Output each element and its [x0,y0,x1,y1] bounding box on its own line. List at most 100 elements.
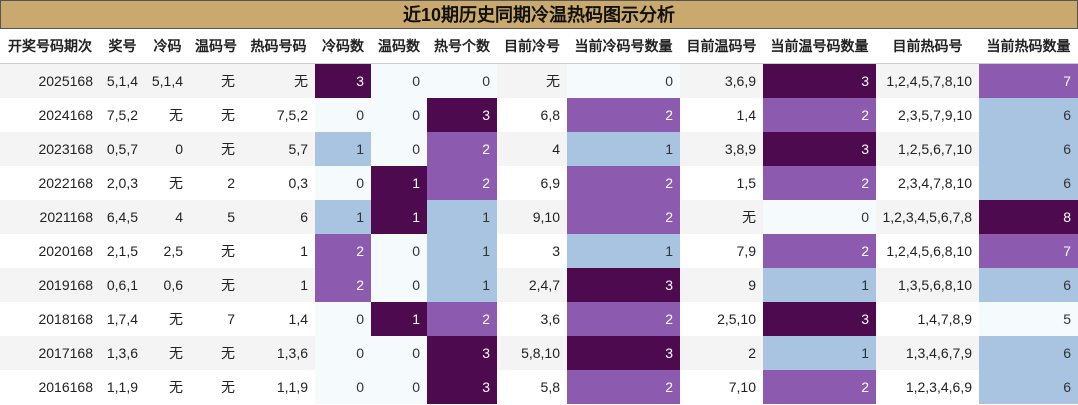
count-cell: 2 [315,267,371,302]
cell: 1,4 [242,301,315,336]
count-cell: 1 [315,131,371,166]
count-cell: 6 [979,131,1078,166]
cell: 2023168 [0,131,100,166]
cell: 5 [190,199,242,234]
count-cell: 1 [371,301,427,336]
cell: 6,8 [497,97,567,132]
cell: 1,4,7,8,9 [876,301,979,336]
cell: 9 [680,267,763,302]
cell: 2,0,3 [100,165,145,200]
cell: 7 [190,301,242,336]
column-header: 开奖号码期次 [0,29,100,64]
count-cell: 1 [371,199,427,234]
title: 近10期历史同期冷温热码图示分析 [0,0,1078,29]
column-header: 热码号码 [242,29,315,64]
cell: 无 [190,131,242,166]
cell: 无 [145,335,190,370]
count-cell: 0 [315,335,371,370]
count-cell: 0 [315,97,371,132]
count-cell: 1 [763,267,876,302]
count-cell: 3 [763,63,876,98]
count-cell: 1 [315,199,371,234]
count-cell: 0 [371,267,427,302]
count-cell: 0 [371,335,427,370]
cell: 2,1,5 [100,233,145,268]
table-row: 2017168 1,3,6 无无 1,3,6 0 0 3 5,8,10 3 2 1 1,3,4,6,7… [0,335,1078,370]
cell: 1,2,5,6,7,10 [876,131,979,166]
cell: 1,2,4,5,6,8,10 [876,233,979,268]
cell: 1 [242,233,315,268]
cell: 2018168 [0,301,100,336]
cell: 2,3,4,7,8,10 [876,165,979,200]
count-cell: 0 [315,165,371,200]
cell: 0 [145,131,190,166]
count-cell: 2 [763,97,876,132]
table-row: 2016168 1,1,9 无无 1,1,9 0 0 3 5,8 2 7,10 2 1,2,3,4,6… [0,369,1078,404]
count-cell: 6 [979,369,1078,404]
cell: 3,6,9 [680,63,763,98]
count-cell: 3 [315,63,371,98]
cell: 0,6,1 [100,267,145,302]
count-cell: 6 [979,267,1078,302]
cell: 2021168 [0,199,100,234]
table-row: 2021168 6,4,5 4 5 6 1 1 1 9,10 2 无 0 1,2,3,4,5,6,7,8… [0,199,1078,234]
count-cell: 0 [763,199,876,234]
cell: 无 [145,165,190,200]
table-row: 2023168 0,5,7 0 无 5,7 1 0 2 4 1 3,8,9 3 1,2,5,6,7,10… [0,131,1078,166]
column-header: 当前温号码数量 [763,29,876,64]
column-header: 目前冷号 [497,29,567,64]
cell: 无 [190,369,242,404]
cell: 6 [242,199,315,234]
cell: 7,10 [680,369,763,404]
cell: 6,4,5 [100,199,145,234]
cell: 0,5,7 [100,131,145,166]
cell: 4 [497,131,567,166]
cell: 无 [145,97,190,132]
count-cell: 0 [567,63,680,98]
cell: 3,8,9 [680,131,763,166]
count-cell: 2 [427,165,497,200]
cell: 1,3,4,6,7,9 [876,335,979,370]
column-header: 当前热码数量 [979,29,1078,64]
column-header: 目前热码号 [876,29,979,64]
count-cell: 2 [567,97,680,132]
count-cell: 2 [567,369,680,404]
cell: 无 [497,63,567,98]
count-cell: 7 [979,233,1078,268]
count-cell: 2 [763,165,876,200]
cell: 无 [190,335,242,370]
table-row: 2022168 2,0,3 无 2 0,3 0 1 2 6,9 2 1,5 2 2,3,4,7,8,10… [0,165,1078,200]
count-cell: 1 [427,199,497,234]
count-cell: 2 [567,301,680,336]
cell: 1,3,6 [100,335,145,370]
cell: 9,10 [497,199,567,234]
cell: 5,1,4 [100,63,145,98]
cell: 2016168 [0,369,100,404]
column-header: 当前冷码号数量 [567,29,680,64]
cell: 无 [680,199,763,234]
cell: 1,2,4,5,7,8,10 [876,63,979,98]
count-cell: 1 [567,131,680,166]
cell: 0,6 [145,267,190,302]
count-cell: 2 [763,233,876,268]
count-cell: 3 [427,369,497,404]
count-cell: 1 [427,233,497,268]
column-header: 温码数 [371,29,427,64]
cell: 2 [680,335,763,370]
cell: 0,3 [242,165,315,200]
table-row: 2020168 2,1,5 2,5 无 1 2 0 1 3 1 7,9 2 1,2,4,5,6,8,10… [0,233,1078,268]
column-header: 热号个数 [427,29,497,64]
cell: 6,9 [497,165,567,200]
cell: 4 [145,199,190,234]
cell: 1,3,6 [242,335,315,370]
cell: 1,1,9 [242,369,315,404]
count-cell: 3 [763,301,876,336]
cell: 无 [190,233,242,268]
cell: 2024168 [0,97,100,132]
cell: 3 [497,233,567,268]
count-cell: 0 [371,131,427,166]
cell: 2022168 [0,165,100,200]
cell: 无 [145,301,190,336]
column-header: 冷码数 [315,29,371,64]
